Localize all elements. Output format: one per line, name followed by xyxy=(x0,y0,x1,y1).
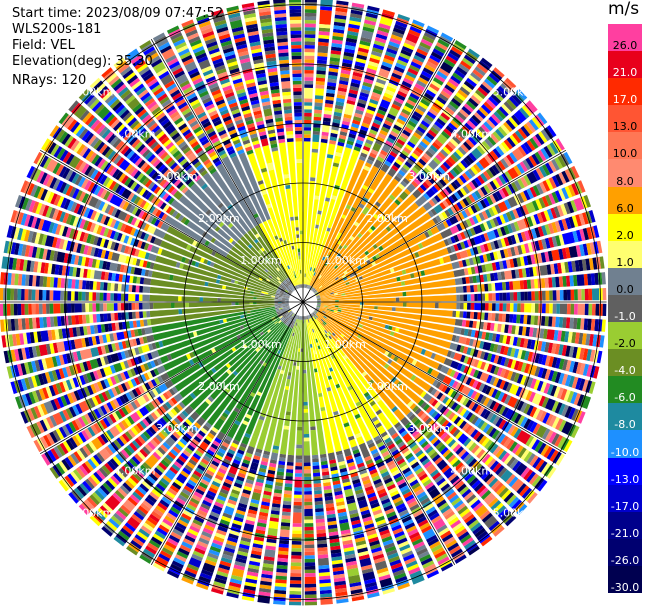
colorbar-segment: -6.0 xyxy=(608,376,642,405)
colorbar-segment: -13.0 xyxy=(608,457,642,486)
colorbar-segment: -26.0 xyxy=(608,538,642,567)
range-ring-label: 4.00km xyxy=(114,128,156,141)
colorbar-segment: 17.0 xyxy=(608,78,642,107)
field-name: Field: VEL xyxy=(12,38,75,53)
range-ring-label: 2.00km xyxy=(366,380,408,393)
colorbar-tick-label: 6.0 xyxy=(616,201,634,215)
colorbar-segment: 10.0 xyxy=(608,132,642,161)
range-grid: 1.00km 1.00km 1.00km 1.00km 2.00km 2.00km 2.00… xyxy=(0,0,607,606)
colorbar-segment: -10.0 xyxy=(608,430,642,459)
azimuth-spoke xyxy=(40,301,304,455)
colorbar-tick-label: -8.0 xyxy=(614,418,636,432)
colorbar-tick-label: 21.0 xyxy=(612,66,638,80)
colorbar-tick-label: 17.0 xyxy=(612,93,638,107)
colorbar-segment: 6.0 xyxy=(608,186,642,215)
elevation: Elevation(deg): 35.30 xyxy=(12,54,153,69)
colorbar-tick-label: -1.0 xyxy=(614,310,636,324)
colorbar-tick-label: 10.0 xyxy=(612,147,638,161)
velocity-rays xyxy=(0,0,607,606)
range-ring-label: 3.00km xyxy=(156,422,198,435)
range-ring-label: 1.00km xyxy=(324,338,366,351)
info-panel: Start time: 2023/08/09 07:47:52 WLS200s-… xyxy=(12,6,223,89)
colorbar-segment: 8.0 xyxy=(608,159,642,188)
colorbar-tick-label: 1.0 xyxy=(616,255,634,269)
colorbar-tick-label: 26.0 xyxy=(612,39,638,53)
azimuth-spoke xyxy=(302,301,456,565)
range-ring-label: 1.00km xyxy=(240,338,282,351)
range-ring-label: 4.00km xyxy=(451,464,493,477)
colorbar-tick-label: 8.0 xyxy=(616,174,634,188)
colorbar-tick-label: -2.0 xyxy=(614,337,636,351)
colorbar-tick-label: -10.0 xyxy=(610,445,640,459)
colorbar-segment: 1.0 xyxy=(608,240,642,269)
range-ring-label: 3.00km xyxy=(156,170,198,183)
azimuth-spoke xyxy=(150,301,304,565)
range-ring-label: 3.00km xyxy=(408,170,450,183)
colorbar-tick-label: -13.0 xyxy=(610,472,640,486)
colorbar-segment: 21.0 xyxy=(608,51,642,80)
range-ring-label: 5.00km xyxy=(72,86,114,99)
colorbar-segment: 2.0 xyxy=(608,213,642,242)
colorbar-tick-label: 0.0 xyxy=(616,282,634,296)
range-ring-label: 4.00km xyxy=(451,128,493,141)
colorbar-tick-label: -4.0 xyxy=(614,364,636,378)
colorbar-unit: m/s xyxy=(608,0,640,19)
colorbar: 26.0 21.0 17.0 13.0 10.0 8.0 6.0 2.0 1.0 0.0 -1.0 -… xyxy=(608,24,642,594)
colorbar-tick-label: 13.0 xyxy=(612,120,638,134)
colorbar-segment: -1.0 xyxy=(608,294,642,324)
range-ring-label: 5.00km xyxy=(72,506,114,519)
colorbar-tick-label: -30.0 xyxy=(610,580,640,594)
colorbar-tick-label: -17.0 xyxy=(610,499,640,513)
range-ring-label: 5.00km xyxy=(493,506,535,519)
colorbar-tick-label: -26.0 xyxy=(610,553,640,567)
azimuth-spoke xyxy=(302,39,456,303)
colorbar-segment: -8.0 xyxy=(608,403,642,432)
range-ring-label: 2.00km xyxy=(198,380,240,393)
colorbar-tick-label: -21.0 xyxy=(610,526,640,540)
range-ring-label: 4.00km xyxy=(114,464,156,477)
range-ring-label: 3.00km xyxy=(408,422,450,435)
azimuth-spoke xyxy=(302,301,566,455)
colorbar-segment: 26.0 xyxy=(608,24,642,53)
colorbar-tick-label: 2.0 xyxy=(616,228,634,242)
site-name: WLS200s-181 xyxy=(12,22,102,37)
range-ring-label: 2.00km xyxy=(198,212,240,225)
range-ring-label: 2.00km xyxy=(366,212,408,225)
azimuth-spoke xyxy=(150,39,304,303)
colorbar-tick-label: -6.0 xyxy=(614,391,636,405)
colorbar-segment: -17.0 xyxy=(608,484,642,513)
range-ring-label: 5.00km xyxy=(493,86,535,99)
azimuth-spoke xyxy=(40,149,304,303)
colorbar-segment: 13.0 xyxy=(608,105,642,134)
colorbar-segment: -30.0 xyxy=(608,565,642,594)
range-ring-label: 1.00km xyxy=(324,254,366,267)
azimuth-spoke xyxy=(302,149,566,303)
colorbar-segment: -2.0 xyxy=(608,322,642,351)
colorbar-segment: -4.0 xyxy=(608,349,642,378)
nrays: NRays: 120 xyxy=(12,73,87,88)
colorbar-segment: -21.0 xyxy=(608,511,642,540)
start-time: Start time: 2023/08/09 07:47:52 xyxy=(12,6,224,21)
velocity-gates xyxy=(3,6,606,568)
range-ring-label: 1.00km xyxy=(240,254,282,267)
colorbar-segment: 0.0 xyxy=(608,267,642,296)
